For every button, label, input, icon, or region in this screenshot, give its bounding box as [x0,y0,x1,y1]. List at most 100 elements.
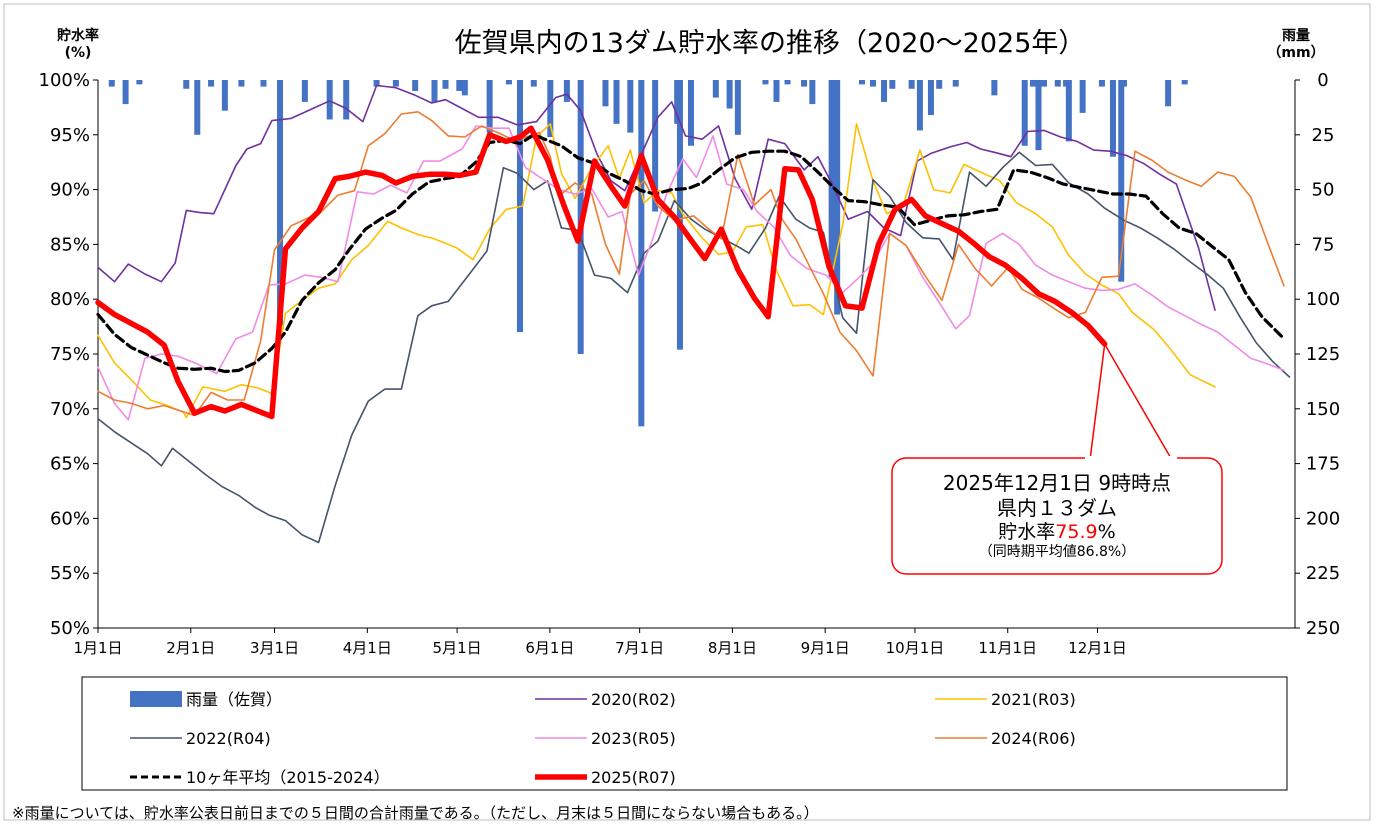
annotation-callout: 2025年12月1日 9時時点県内１３ダム貯水率75.9%（同時期平均値86.8… [891,341,1223,575]
rain-bar [916,80,923,131]
x-tick-label: 10月1日 [886,639,945,657]
rain-bar [927,80,934,116]
series-line [97,84,1216,312]
rain-bar [486,80,493,133]
callout-line-4: （同時期平均値86.8%） [979,544,1135,560]
rain-bar [442,80,449,89]
callout-rate-value: 75.9 [1055,521,1097,543]
legend-label: 10ヶ年平均（2015-2024） [186,768,390,787]
rain-bar [784,80,791,85]
rain-bar [613,80,620,124]
y-right-tick-label: 150 [1306,399,1340,420]
rain-bar [1041,80,1048,87]
ylab-right-line: （mm） [1267,45,1324,61]
rain-bar [726,80,733,109]
rain-bar [456,80,463,91]
rain-bar [1029,80,1036,87]
rain-bar [652,80,659,212]
legend-label: 2022(R04) [186,729,271,748]
rain-bar [687,80,694,146]
rain-bar [260,80,267,87]
y-right-tick-label: 50 [1312,180,1335,201]
rain-bar [461,80,468,96]
rain-bar [1021,80,1028,146]
rain-bar [1098,80,1105,87]
ylab-left-line: (%) [65,45,92,61]
callout-rate-label: 貯水率 [998,521,1055,543]
y-right-tick-label: 0 [1317,70,1328,91]
chart-title: 佐賀県内の13ダム貯水率の推移（2020～2025年） [455,28,1086,59]
rain-bar [277,80,284,326]
rain-bar [676,80,683,350]
rain-bar [936,80,943,89]
legend: 雨量（佐賀） 2020(R02) 2021(R03) 2022(R04) 2023(R0… [81,676,1288,791]
legend-box [81,676,1288,791]
y-left-tick-label: 95% [50,125,90,146]
rain-bar [1181,80,1188,85]
rain-bar [1121,80,1127,87]
rain-bar [136,80,143,85]
x-tick-label: 5月1日 [433,639,482,657]
rain-bar [881,80,888,102]
legend-label: 2023(R05) [591,729,676,748]
rain-bar [1054,80,1061,87]
x-tick-label: 1月1日 [73,639,122,657]
rain-bar [392,80,399,87]
y-axis-right-label: 雨量（mm） [1267,28,1324,61]
y-right-tick-label: 200 [1306,508,1340,529]
rain-bar [627,80,634,133]
rain-bar [221,80,228,111]
callout-rate-unit: % [1098,521,1116,543]
rain-bar [801,80,808,87]
rain-bar [991,80,998,96]
y-left-tick-label: 55% [50,563,90,584]
y-axis-left-label: 貯水率(%) [57,27,99,61]
rain-bar [1079,80,1086,113]
y-left-tick-label: 80% [50,289,90,310]
series-line [95,125,1108,420]
y-left-tick-label: 75% [50,344,90,365]
rain-bar [343,80,350,120]
rain-bar [734,80,741,135]
rain-bar [412,80,419,91]
rain-bar [1118,80,1125,282]
rain-bar [326,80,333,120]
rain-bar [889,80,896,89]
rain-bar [858,80,865,85]
y-left-tick-label: 65% [50,454,90,475]
rain-bar [563,80,570,102]
legend-label: 2025(R07) [591,768,676,787]
rain-bar [908,80,915,89]
y-right-tick-label: 100 [1306,289,1340,310]
legend-label: 2021(R03) [991,690,1076,709]
y-left-tick-label: 70% [50,399,90,420]
rain-bar [1065,80,1072,142]
rain-bar [952,80,959,87]
y-left-tick-label: 60% [50,508,90,529]
y-right-tick-label: 75 [1312,234,1335,255]
rain-bar [122,80,129,105]
series-line [97,125,1285,421]
rain-bar [108,80,115,87]
x-tick-label: 8月1日 [708,639,757,657]
rain-bar [547,80,554,137]
rain-bar [373,80,380,87]
x-tick-label: 3月1日 [250,639,299,657]
rain-bar [505,80,512,85]
legend-label: 2024(R06) [991,729,1076,748]
rain-bar [762,80,769,85]
y-left-tick-label: 50% [50,618,90,639]
rain-bar [208,80,215,87]
y-right-tick-label: 225 [1306,563,1340,584]
x-tick-label: 9月1日 [801,639,850,657]
legend-label: 2020(R02) [591,690,676,709]
series-line [97,151,1291,544]
rain-bar [1165,80,1172,107]
rain-bar [301,80,308,102]
y-right-tick-label: 250 [1306,618,1340,639]
x-tick-label: 12月1日 [1068,639,1127,657]
plot-area: 100% 95% 90% 85% 80% 75% 70% 65% 60% 55% 50% 0 25 50 7… [39,70,1341,657]
legend-label: 雨量（佐賀） [186,690,282,709]
x-tick-label: 7月1日 [615,639,664,657]
